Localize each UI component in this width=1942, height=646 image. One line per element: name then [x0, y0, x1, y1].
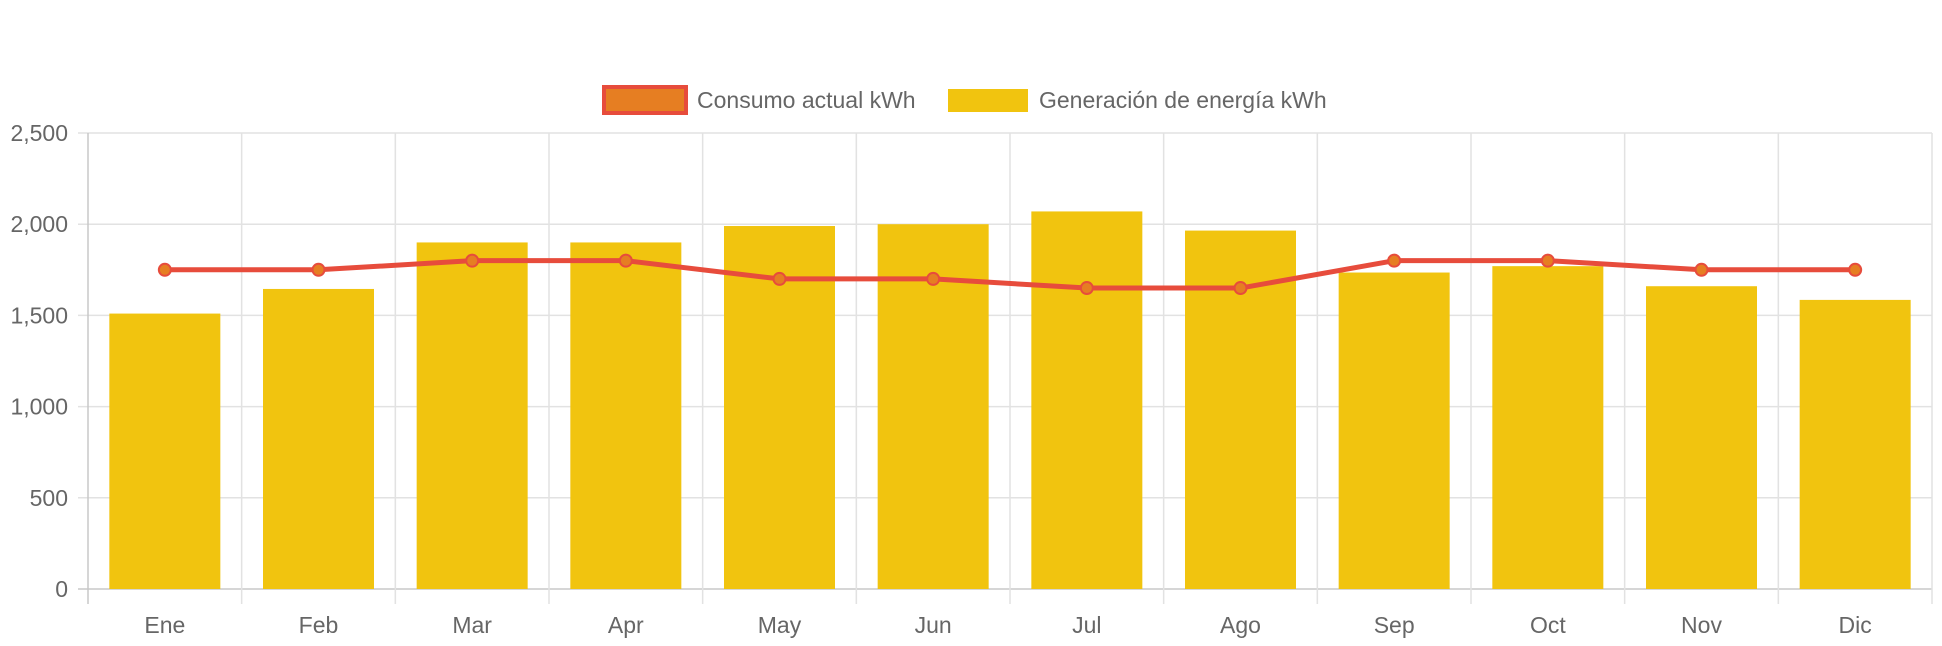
- bar-generacion-oct[interactable]: [1492, 266, 1604, 589]
- point-consumo-jun[interactable]: [926, 271, 941, 286]
- bar-generacion-mar[interactable]: [416, 242, 528, 589]
- x-tick-label: Ago: [1220, 612, 1261, 638]
- point-consumo-jul[interactable]: [1079, 281, 1094, 296]
- y-tick-label: 2,500: [10, 120, 68, 146]
- legend: Consumo actual kWh Generación de energía…: [602, 85, 1327, 115]
- x-tick-label: Ene: [144, 612, 185, 638]
- y-tick-label: 1,500: [10, 302, 68, 328]
- x-tick-label: Apr: [608, 612, 644, 638]
- point-consumo-apr[interactable]: [618, 253, 633, 268]
- legend-item-consumo[interactable]: Consumo actual kWh: [602, 85, 916, 115]
- y-tick-label: 2,000: [10, 211, 68, 237]
- point-consumo-ago[interactable]: [1233, 281, 1248, 296]
- x-tick-label: Nov: [1681, 612, 1722, 638]
- legend-swatch-consumo: [602, 85, 688, 115]
- y-axis: 0 500 1,000 1,500 2,000 2,500: [10, 120, 68, 602]
- x-tick-label: Sep: [1374, 612, 1415, 638]
- point-consumo-nov[interactable]: [1694, 262, 1709, 277]
- bar-generacion-feb[interactable]: [263, 288, 374, 589]
- bar-generacion-ene[interactable]: [109, 313, 221, 589]
- grid: [78, 132, 1933, 604]
- point-consumo-ene[interactable]: [157, 262, 172, 277]
- bar-generacion-sep[interactable]: [1338, 272, 1450, 589]
- consumption-line: [157, 253, 1863, 296]
- x-tick-label: Dic: [1839, 612, 1872, 638]
- point-consumo-oct[interactable]: [1540, 253, 1555, 268]
- x-tick-label: Feb: [299, 612, 339, 638]
- x-tick-label: Mar: [452, 612, 492, 638]
- legend-item-generacion[interactable]: Generación de energía kWh: [948, 87, 1327, 113]
- x-tick-label: Jul: [1072, 612, 1101, 638]
- x-tick-label: May: [758, 612, 802, 638]
- legend-label-generacion: Generación de energía kWh: [1039, 87, 1327, 113]
- point-consumo-may[interactable]: [772, 271, 787, 286]
- bar-generacion-may[interactable]: [724, 226, 835, 590]
- point-consumo-dic[interactable]: [1848, 262, 1863, 277]
- bar-generacion-jul[interactable]: [1031, 211, 1143, 589]
- point-consumo-mar[interactable]: [465, 253, 480, 268]
- point-consumo-sep[interactable]: [1387, 253, 1402, 268]
- y-tick-label: 1,000: [10, 394, 68, 420]
- x-tick-label: Jun: [915, 612, 952, 638]
- y-tick-label: 500: [30, 485, 68, 511]
- bar-generacion-apr[interactable]: [570, 242, 682, 589]
- line-consumo: [162, 258, 1858, 291]
- legend-label-consumo: Consumo actual kWh: [697, 87, 916, 113]
- bar-generacion-nov[interactable]: [1646, 286, 1757, 589]
- x-tick-label: Oct: [1530, 612, 1566, 638]
- legend-swatch-generacion: [948, 89, 1028, 112]
- x-axis: Ene Feb Mar Apr May Jun Jul Ago Sep Oct Nov Dic: [144, 612, 1871, 638]
- bar-generacion-dic[interactable]: [1799, 299, 1911, 589]
- y-tick-label: 0: [55, 576, 68, 602]
- bars: [109, 211, 1911, 590]
- point-consumo-feb[interactable]: [311, 262, 326, 277]
